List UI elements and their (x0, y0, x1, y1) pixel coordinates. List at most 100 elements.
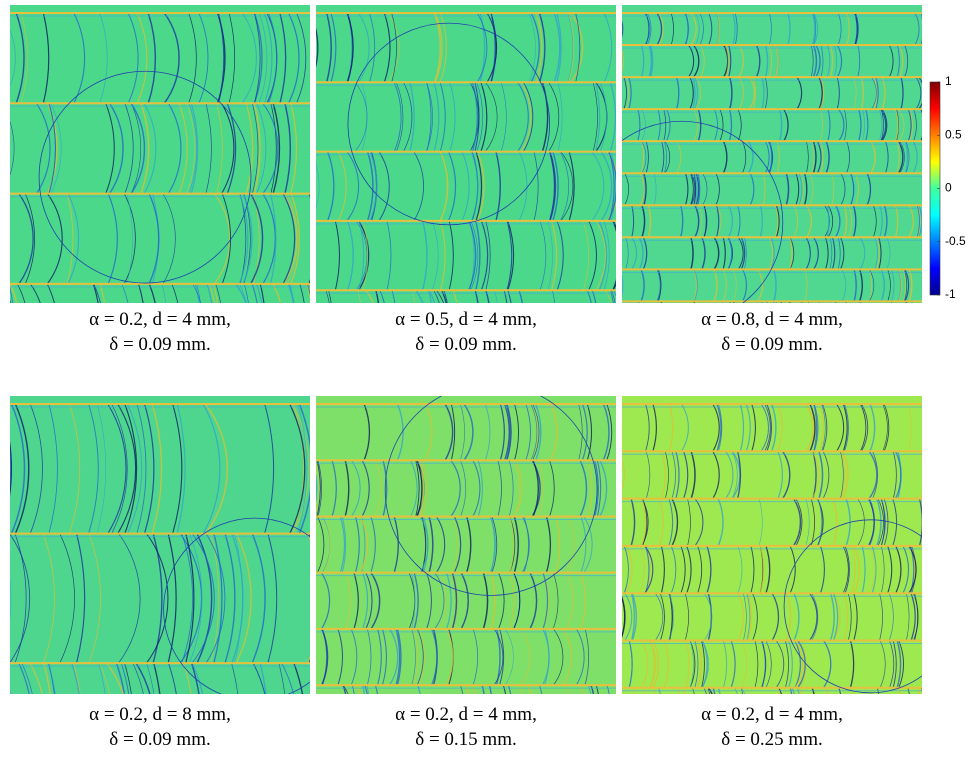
arc-stripe (591, 151, 605, 222)
arc-stripe (612, 220, 616, 291)
arc-stripe (793, 205, 798, 238)
arc-stripe (686, 545, 692, 594)
arc-stripe (293, 662, 304, 694)
arc-stripe (688, 44, 695, 78)
arc-stripe (966, 173, 970, 205)
arc-stripe (168, 662, 177, 694)
arc-stripe (560, 151, 574, 222)
arc-stripe (606, 684, 610, 694)
arc-stripe (327, 151, 335, 222)
arc-stripe (858, 301, 861, 303)
arc-stripe (514, 403, 519, 461)
arc-stripe (921, 687, 922, 692)
arc-stripe (396, 628, 402, 686)
arc-stripe (409, 82, 415, 152)
arc-stripe (120, 662, 130, 694)
arc-stripe (341, 516, 347, 573)
arc-stripe (444, 403, 454, 461)
arc-stripe (466, 516, 472, 573)
colorbar-tick-label: 0 (945, 181, 952, 195)
arc-stripe (530, 12, 540, 83)
arc-stripe (495, 151, 501, 222)
arc-stripe (857, 44, 861, 78)
arc-stripe (575, 628, 585, 686)
image-background (316, 396, 616, 694)
arc-stripe (205, 533, 226, 664)
arc-stripe (867, 498, 875, 547)
arc-stripe (698, 205, 702, 238)
arc-stripe (880, 108, 887, 142)
arc-stripe (717, 498, 724, 547)
arc-stripe (969, 593, 976, 640)
arc-stripe (859, 269, 863, 302)
arc-stripe (694, 76, 698, 110)
arc-stripe (472, 459, 481, 517)
arc-stripe (299, 283, 305, 303)
arc-stripe (485, 82, 498, 152)
arc-stripe (428, 516, 434, 573)
arc-stripe (768, 140, 773, 174)
caption-line: α = 0.8, d = 4 mm, (701, 309, 843, 330)
arc-stripe (715, 173, 720, 206)
arc-stripe (378, 151, 390, 222)
arc-stripe (411, 572, 416, 629)
arc-stripe (971, 173, 975, 205)
arc-stripe (328, 290, 332, 303)
arc-stripe (346, 151, 360, 222)
arc-stripe (228, 12, 235, 104)
arc-stripe (810, 44, 814, 78)
arc-stripe (118, 533, 141, 664)
arc-stripe (868, 450, 878, 500)
arc-stripe (931, 688, 934, 735)
arc-stripe (447, 151, 457, 222)
arc-stripe (426, 82, 432, 152)
arc-stripe (541, 82, 549, 152)
arc-stripe (213, 193, 231, 285)
arc-stripe (653, 173, 657, 206)
arc-stripe (869, 403, 876, 452)
arc-stripe (703, 205, 707, 238)
arc-stripe (609, 82, 616, 152)
arc-stripe (833, 44, 838, 78)
arc-stripe (325, 290, 330, 303)
arc-stripe (778, 687, 782, 694)
image-background (316, 5, 616, 303)
arc-stripe (599, 82, 608, 152)
arc-stripe (904, 44, 909, 78)
arc-stripe (586, 290, 592, 303)
caption-line: α = 0.2, d = 4 mm, (89, 309, 231, 330)
arc-stripe (694, 301, 697, 303)
arc-stripe (337, 628, 343, 686)
arc-stripe (152, 533, 163, 664)
arc-stripe (562, 628, 572, 686)
arc-stripe (897, 269, 902, 302)
arc-stripe (127, 403, 143, 534)
arc-stripe (619, 301, 622, 333)
arc-stripe (191, 533, 215, 664)
arc-stripe (872, 451, 878, 499)
arc-stripe (652, 640, 660, 689)
arc-stripe (347, 220, 354, 291)
arc-stripe (966, 404, 969, 451)
arc-stripe (809, 403, 816, 452)
arc-stripe (365, 572, 373, 630)
arc-stripe (946, 451, 949, 498)
arc-stripe (503, 290, 508, 303)
arc-stripe (858, 108, 862, 142)
arc-stripe (904, 141, 908, 174)
arc-stripe (393, 516, 399, 573)
arc-stripe (48, 403, 58, 534)
arc-stripe (716, 205, 720, 238)
arc-stripe (491, 516, 498, 573)
arc-stripe (879, 640, 886, 688)
arc-stripe (226, 103, 237, 194)
arc-stripe (393, 82, 402, 152)
arc-stripe (241, 12, 257, 104)
arc-stripe (350, 628, 358, 686)
arc-stripe (523, 516, 529, 573)
arc-stripe (882, 403, 888, 452)
arc-stripe (894, 451, 902, 499)
arc-stripe (944, 141, 947, 173)
arc-stripe (831, 237, 836, 270)
arc-stripe (436, 289, 444, 303)
